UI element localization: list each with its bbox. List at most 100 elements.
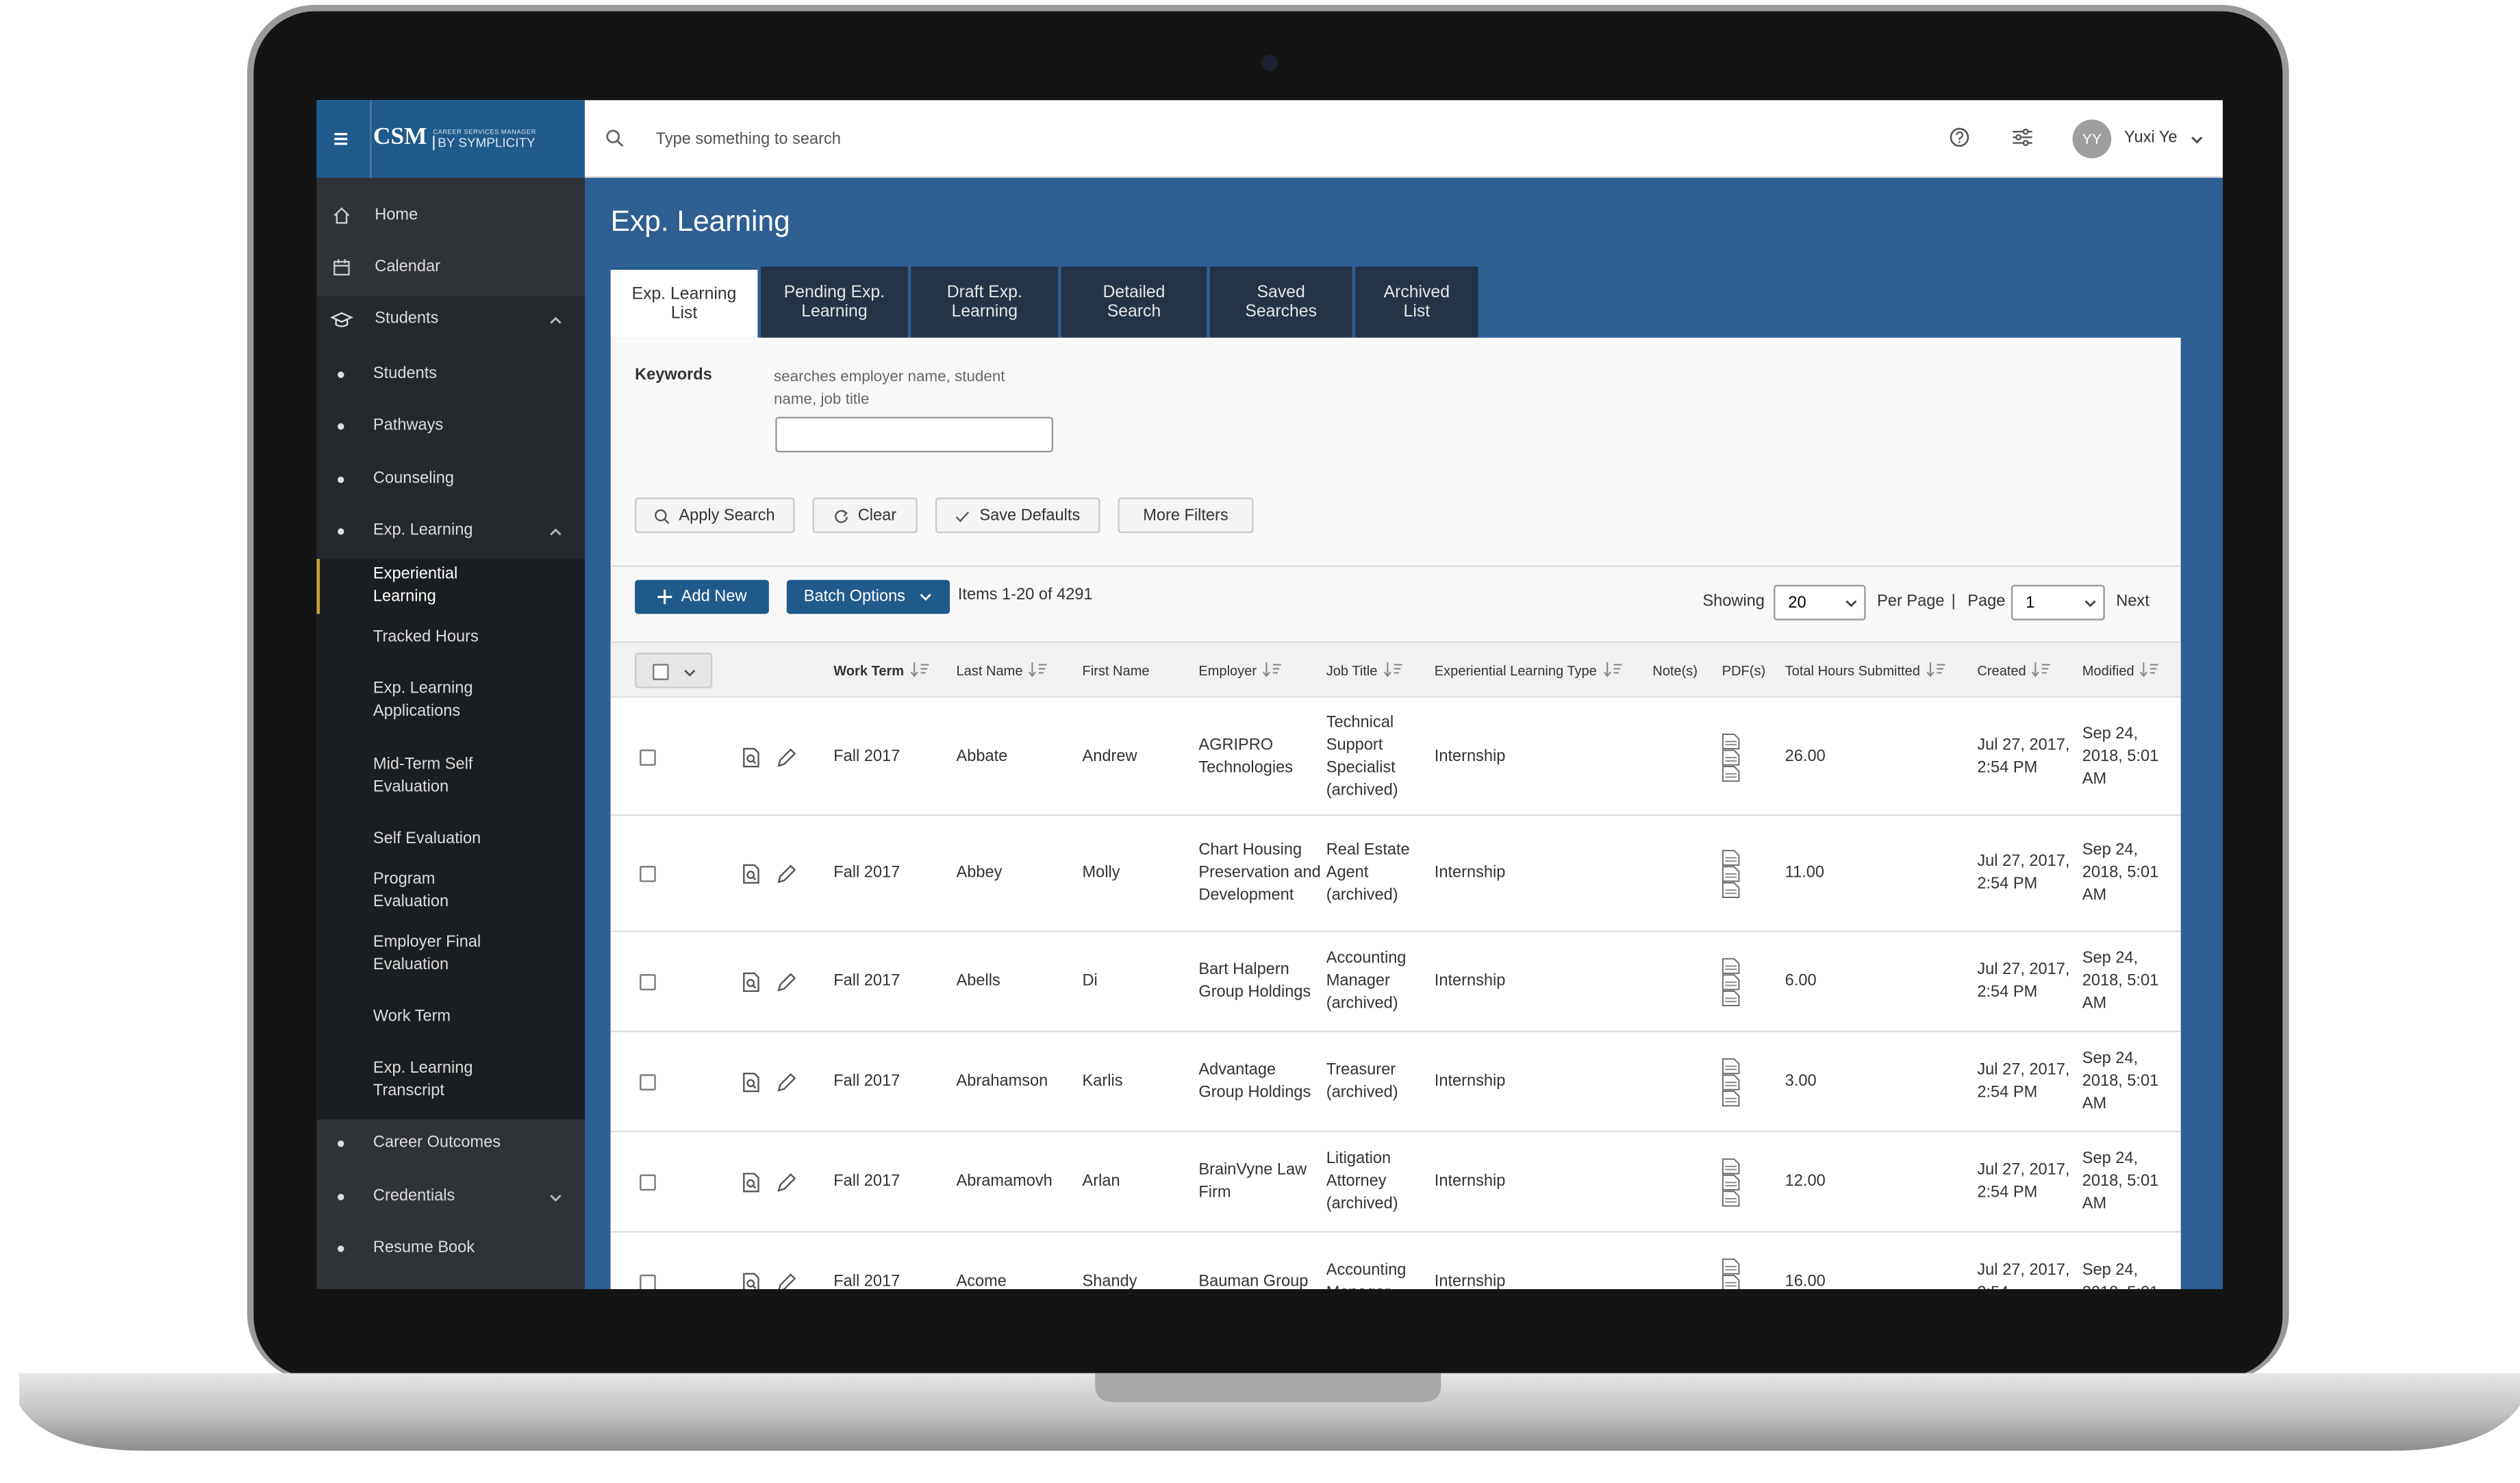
batch-options-button[interactable]: Batch Options — [786, 580, 950, 614]
edit-icon — [777, 973, 796, 992]
sidebar-item[interactable]: Home — [316, 190, 585, 242]
column-label: PDF(s) — [1722, 661, 1766, 678]
tab[interactable]: Saved Searches — [1209, 266, 1352, 338]
sidebar-item[interactable]: Employer Final Evaluation — [316, 918, 585, 992]
next-link[interactable]: Next — [2116, 593, 2150, 611]
sidebar-item[interactable]: Career Outcomes — [316, 1118, 585, 1169]
tab[interactable]: Draft Exp. Learning — [911, 266, 1059, 338]
column-header[interactable]: Last Name — [957, 641, 1047, 698]
sidebar-item[interactable]: Exp. Learning Applications — [316, 664, 585, 738]
column-label: Note(s) — [1652, 661, 1698, 678]
sidebar-item[interactable]: Tracked Hours — [316, 612, 585, 664]
search-button[interactable]: More Filters — [1118, 497, 1254, 534]
table-cell: Fall 2017 — [833, 1273, 900, 1289]
page-select[interactable]: 1 — [2011, 584, 2105, 621]
dropdown-chevron — [920, 593, 932, 601]
table-cell: 12.00 — [1785, 1173, 1826, 1191]
sidebar-item[interactable]: Calendar — [316, 242, 585, 294]
sidebar-label: Pathways — [373, 416, 444, 435]
sidebar-item[interactable]: Counseling — [316, 454, 585, 506]
per-page-select[interactable]: 20 — [1774, 584, 1866, 621]
table-cell: Sep 24, 2018, 5:01 AM — [2082, 949, 2159, 1013]
table-cell: Fall 2017 — [833, 1173, 900, 1191]
logo-area — [316, 100, 585, 178]
table-row: Fall 2017 Abbate Andrew AGRIPRO Technologie… — [610, 697, 2181, 816]
pdf-icon — [1722, 1258, 1740, 1275]
column-header[interactable]: Employer — [1198, 641, 1281, 698]
column-header[interactable]: Created — [1977, 641, 2051, 698]
bullet — [338, 528, 344, 535]
sidebar-item[interactable]: Pathways — [316, 401, 585, 452]
column-label: Experiential Learning Type — [1434, 661, 1597, 678]
row-checkbox[interactable] — [640, 749, 656, 765]
pdf-icon — [1722, 749, 1740, 765]
tab[interactable]: Pending Exp. Learning — [761, 266, 908, 338]
sidebar-label: Mid-Term Self Evaluation — [373, 756, 473, 797]
avatar[interactable]: YY — [2072, 119, 2112, 159]
table-cell: Jul 27, 2017, 2:54 PM — [1977, 1161, 2070, 1202]
table-cell: Real Estate Agent (archived) — [1326, 841, 1410, 905]
column-label: First Name — [1082, 661, 1150, 678]
base — [19, 1373, 2520, 1451]
column-header[interactable]: Work Term — [833, 641, 929, 698]
sidebar-item[interactable]: Students — [316, 294, 585, 345]
row-checkbox[interactable] — [640, 1274, 656, 1289]
bullet — [338, 371, 344, 378]
screen: CSM CAREER SERVICES MANAGER BY SYMPLICITY T… — [316, 100, 2223, 1289]
sidebar-item[interactable]: Mid-Term Self Evaluation — [316, 740, 585, 814]
search-button[interactable]: Save Defaults — [935, 497, 1100, 534]
select-all[interactable] — [635, 652, 713, 688]
row-checkbox[interactable] — [640, 866, 656, 882]
keywords-input[interactable] — [775, 416, 1054, 453]
button-label: Add New — [681, 588, 747, 606]
sidebar-label: Students — [373, 364, 438, 383]
row-checkbox[interactable] — [640, 974, 656, 990]
table-cell: Molly — [1082, 864, 1120, 882]
logo-tagline: CAREER SERVICES MANAGER — [433, 127, 536, 136]
pdf-icon — [1722, 1174, 1740, 1191]
table-cell: Abbate — [956, 747, 1008, 765]
sidebar-label: Work Term — [373, 1008, 451, 1026]
search-button[interactable]: Clear — [812, 497, 918, 534]
select-chevron — [2084, 600, 2096, 608]
pdf-icon — [1722, 764, 1740, 782]
table-cell: Treasurer (archived) — [1326, 1061, 1398, 1102]
pdf-icon — [1722, 974, 1740, 990]
button-label: Batch Options — [803, 588, 905, 606]
column-header[interactable]: Total Hours Submitted — [1785, 641, 1945, 698]
sidebar-item[interactable]: Students — [316, 349, 585, 400]
search-input[interactable]: Type something to search — [655, 131, 841, 149]
sidebar-item[interactable]: Credentials — [316, 1171, 585, 1223]
tab[interactable]: Archived List — [1355, 266, 1478, 338]
sidebar-item[interactable]: Resume Book — [316, 1223, 585, 1274]
sidebar-item[interactable]: Experiential Learning — [316, 559, 585, 614]
user-name[interactable]: Yuxi Ye — [2124, 129, 2178, 147]
sidebar-label: Experiential Learning — [373, 565, 458, 606]
panel: Keywords searches employer name, student … — [610, 337, 2181, 1289]
tab[interactable]: Exp. Learning List — [610, 266, 758, 338]
row-checkbox[interactable] — [640, 1074, 656, 1091]
column-header[interactable]: Job Title — [1326, 641, 1402, 698]
column-header: PDF(s) — [1722, 641, 1766, 698]
table-cell: Accounting Manager — [1326, 1261, 1407, 1289]
table-cell: Chart Housing Preservation and Developme… — [1198, 841, 1321, 905]
table-cell: Di — [1082, 972, 1098, 990]
search-button[interactable]: Apply Search — [635, 497, 795, 534]
column-header[interactable]: Experiential Learning Type — [1434, 641, 1622, 698]
column-header: Note(s) — [1652, 641, 1698, 698]
sort-icon — [1029, 662, 1047, 677]
sidebar-item[interactable]: Work Term — [316, 992, 585, 1043]
table-cell: Andrew — [1082, 747, 1137, 765]
sidebar-item[interactable]: Exp. Learning Transcript — [316, 1044, 585, 1118]
plus-icon — [657, 589, 672, 605]
row-checkbox[interactable] — [640, 1174, 656, 1191]
sidebar-item[interactable]: Program Evaluation — [316, 866, 585, 917]
add-new-button[interactable]: Add New — [635, 580, 769, 614]
sidebar-item[interactable]: Self Evaluation — [316, 814, 585, 866]
sidebar-item[interactable]: Exp. Learning — [316, 506, 585, 557]
column-label: Employer — [1198, 661, 1257, 678]
pdf-icon — [1722, 1074, 1740, 1091]
column-header[interactable]: Modified — [2082, 641, 2158, 698]
tab[interactable]: Detailed Search — [1061, 266, 1207, 338]
